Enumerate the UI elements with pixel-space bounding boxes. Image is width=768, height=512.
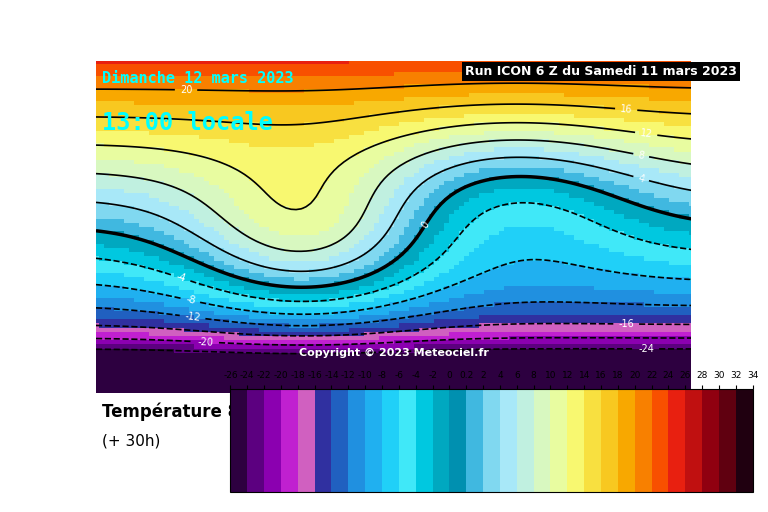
Text: 13:00 locale: 13:00 locale (102, 111, 273, 135)
Text: -12: -12 (184, 311, 201, 323)
Text: 0: 0 (419, 220, 431, 230)
Text: 8: 8 (637, 150, 645, 161)
Text: 20: 20 (180, 85, 192, 95)
Text: -8: -8 (185, 294, 197, 306)
Text: Dimanche 12 mars 2023: Dimanche 12 mars 2023 (102, 71, 293, 87)
Text: 16: 16 (620, 104, 633, 115)
Text: 4: 4 (637, 173, 645, 184)
Text: (+ 30h): (+ 30h) (102, 434, 161, 449)
Text: 12: 12 (640, 128, 653, 140)
Text: -16: -16 (618, 319, 634, 329)
Text: -4: -4 (175, 272, 187, 284)
Text: -24: -24 (638, 344, 654, 354)
Text: Run ICON 6 Z du Samedi 11 mars 2023: Run ICON 6 Z du Samedi 11 mars 2023 (465, 65, 737, 78)
Text: Température 850hPa: Température 850hPa (102, 402, 296, 420)
Text: Copyright © 2023 Meteociel.fr: Copyright © 2023 Meteociel.fr (299, 348, 488, 358)
Text: -20: -20 (198, 337, 214, 348)
